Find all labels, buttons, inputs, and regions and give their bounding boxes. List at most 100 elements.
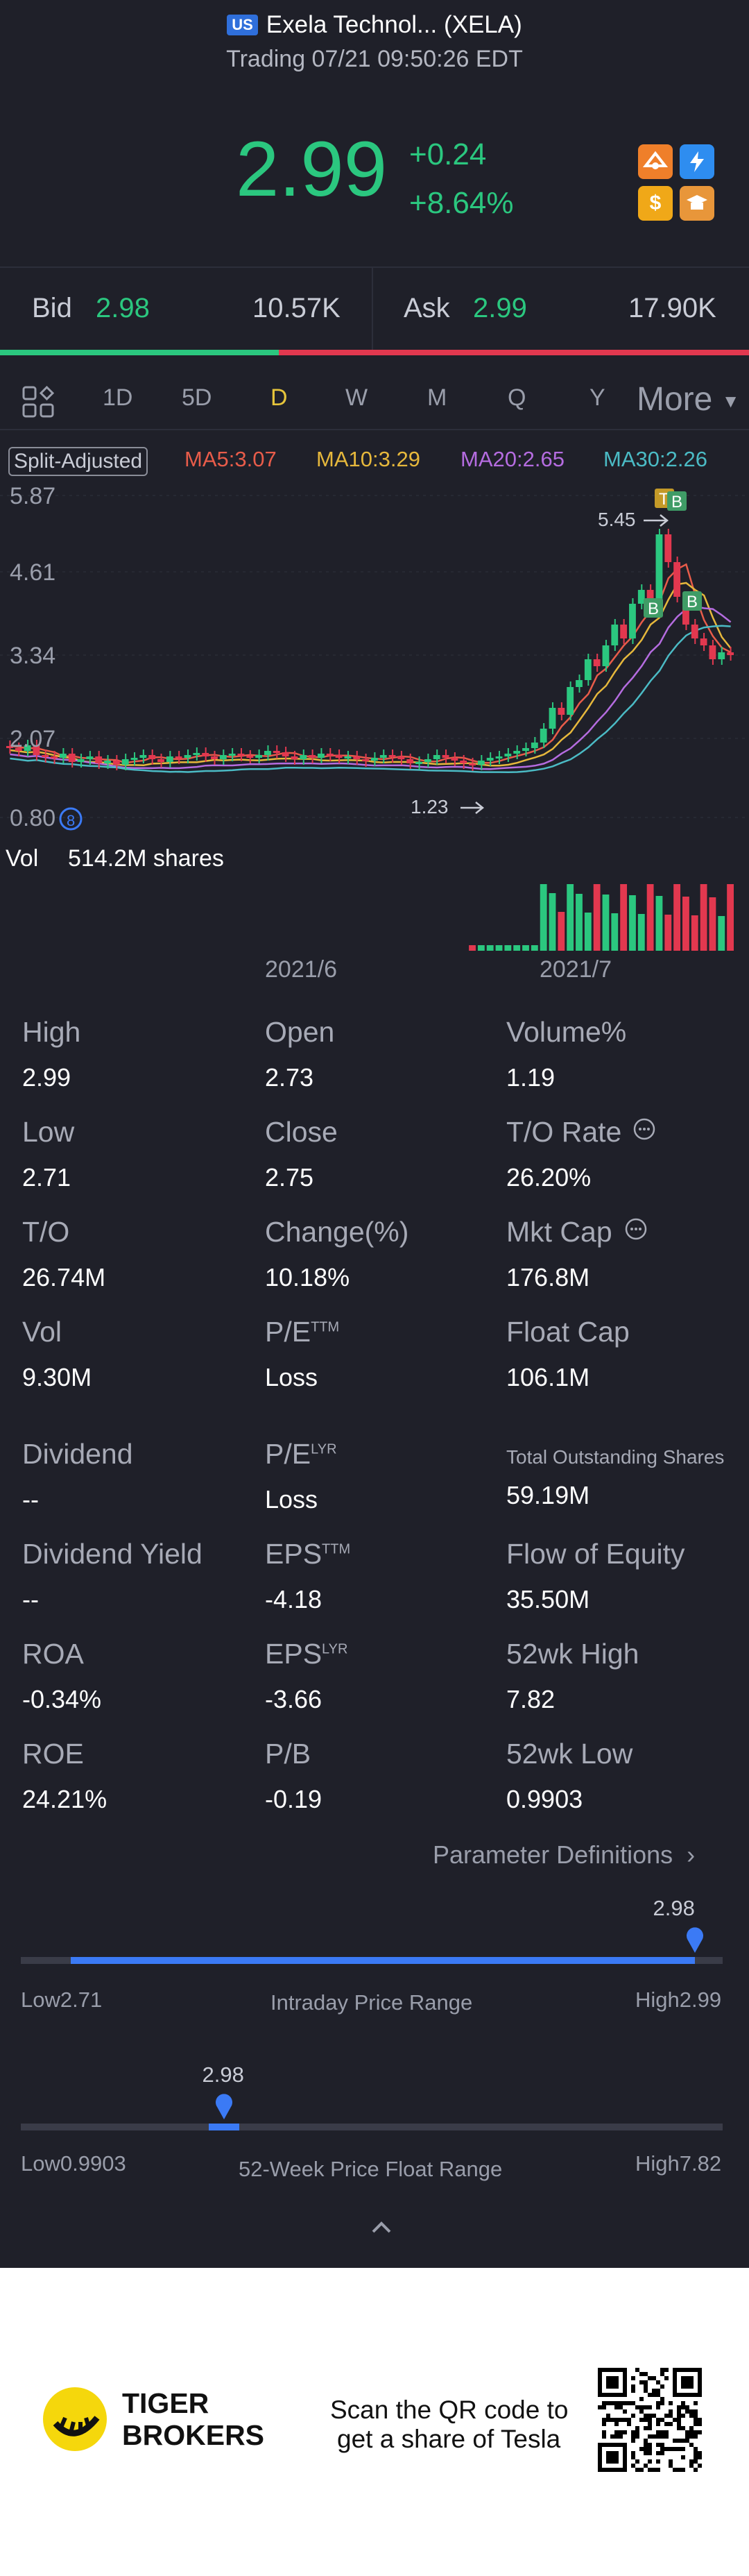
- float-cap-value: 106.1M: [506, 1363, 590, 1391]
- volume-bar: [709, 897, 716, 951]
- candle-body: [495, 756, 503, 759]
- volume-bar: [540, 884, 547, 951]
- volume-bar: [637, 914, 645, 951]
- candle-body: [664, 534, 672, 562]
- promo-icon[interactable]: [638, 144, 673, 179]
- tab-5d[interactable]: 5D: [182, 384, 212, 411]
- grid-layout-icon[interactable]: [21, 384, 55, 419]
- tab-daily[interactable]: D: [270, 384, 288, 411]
- flow-of-equity-label: Flow of Equity: [506, 1538, 685, 1570]
- info-icon[interactable]: [632, 1117, 656, 1141]
- volume-bar: [576, 894, 583, 951]
- volume-bar: [567, 884, 574, 951]
- low-marker-label: 1.23: [411, 796, 449, 817]
- candle-body: [424, 759, 431, 762]
- roe-value: 24.21%: [22, 1785, 107, 1813]
- ma-line: [10, 605, 732, 770]
- signal-b: B: [671, 493, 682, 511]
- roa-value: -0.34%: [22, 1685, 102, 1713]
- candle-body: [504, 754, 512, 756]
- brand-name-line1: TIGER: [122, 2387, 209, 2419]
- more-periods-button[interactable]: More ▼: [637, 380, 739, 418]
- candle-body: [157, 759, 164, 762]
- market-cap-value: 176.8M: [506, 1263, 590, 1291]
- volume-bar: [495, 945, 503, 951]
- intraday-range: 2.98 Low2.71 Intraday Price Range High2.…: [0, 1888, 749, 2033]
- high-value: 2.99: [22, 1063, 71, 1092]
- volume-bar: [700, 884, 707, 951]
- volume-bar: [655, 896, 663, 951]
- volume-bar: [620, 884, 628, 951]
- candle-body: [469, 763, 476, 765]
- tab-monthly[interactable]: M: [427, 384, 447, 411]
- candle-body: [77, 759, 85, 762]
- dividend-yield-value: --: [22, 1585, 39, 1613]
- qr-code-icon[interactable]: [598, 2368, 702, 2472]
- turnover-rate-value: 26.20%: [506, 1163, 592, 1192]
- x-tick-2021-6: 2021/6: [265, 956, 337, 978]
- tab-weekly[interactable]: W: [345, 384, 368, 411]
- y-tick-0.80: 0.80: [10, 805, 55, 831]
- candle-body: [673, 562, 681, 597]
- split-adjusted-toggle[interactable]: Split-Adjusted: [8, 447, 148, 476]
- high-marker-label: 5.45: [598, 509, 636, 530]
- market-cap-label: Mkt Cap: [506, 1216, 612, 1248]
- candle-body: [326, 754, 334, 756]
- parameter-definitions-link[interactable]: Parameter Definitions ›: [433, 1840, 695, 1870]
- tab-quarterly[interactable]: Q: [508, 384, 526, 411]
- education-icon[interactable]: [680, 186, 714, 221]
- info-icon[interactable]: [624, 1217, 648, 1241]
- event-marker-icon: [59, 807, 83, 831]
- 52-week-track: [21, 2124, 723, 2130]
- candle-body: [549, 708, 556, 729]
- candle-body: [68, 754, 76, 762]
- dollar-icon[interactable]: $: [638, 186, 673, 221]
- candlestick-chart[interactable]: 5.87 4.61 3.34 2.07 0.80 5.45 1.23 8 T B…: [0, 479, 749, 978]
- map-pin-icon: [214, 2093, 234, 2121]
- ttm-superscript: TTM: [322, 1541, 351, 1557]
- low-label: Low: [22, 1116, 75, 1148]
- candle-body: [246, 756, 254, 758]
- candle-body: [59, 754, 67, 758]
- 52wk-low-label: 52wk Low: [506, 1738, 633, 1770]
- open-label: Open: [265, 1016, 335, 1048]
- candle-body: [237, 754, 245, 756]
- candle-body: [184, 755, 191, 758]
- volume-bar: [593, 884, 601, 951]
- bid-price: 2.98: [96, 293, 150, 323]
- pe-ttm-label: P/ETTM: [265, 1316, 339, 1348]
- change-percent-label: Change(%): [265, 1216, 409, 1248]
- chevron-up-icon[interactable]: [368, 2218, 395, 2237]
- volume-bar: [584, 913, 592, 951]
- map-pin-icon: [685, 1926, 705, 1954]
- 52-week-low: Low0.9903: [21, 2151, 126, 2176]
- candle-body: [558, 708, 565, 715]
- flow-of-equity-value: 35.50M: [506, 1585, 590, 1613]
- stock-title: Exela Technol... (XELA): [266, 11, 522, 38]
- float-cap-label: Float Cap: [506, 1316, 630, 1348]
- ma5-label: MA5:3.07: [184, 447, 277, 471]
- y-tick-5.87: 5.87: [10, 483, 55, 509]
- total-outstanding-shares-value: 59.19M: [506, 1481, 590, 1509]
- volume-bar: [611, 913, 619, 951]
- ask-ratio-bar: [279, 350, 749, 355]
- candle-body: [112, 761, 120, 765]
- high-label: High: [635, 2151, 680, 2176]
- lyr-superscript: LYR: [322, 1641, 348, 1657]
- candle-body: [166, 756, 173, 762]
- candle-body: [540, 729, 547, 743]
- candle-body: [522, 748, 529, 751]
- candle-body: [451, 758, 458, 761]
- intraday-current-price: 2.98: [653, 1896, 695, 1920]
- eps-lyr-label: EPSLYR: [265, 1638, 347, 1670]
- price-change-percent: +8.64%: [409, 186, 514, 220]
- high-label: High: [635, 1988, 680, 2012]
- signal-t: T: [659, 490, 669, 509]
- chevron-right-icon: ›: [687, 1840, 696, 1869]
- tab-1d[interactable]: 1D: [103, 384, 133, 411]
- tab-yearly[interactable]: Y: [589, 384, 605, 411]
- volume-bar: [602, 895, 610, 951]
- lightning-icon[interactable]: [680, 144, 714, 179]
- candle-body: [718, 652, 725, 659]
- ma10-label: MA10:3.29: [316, 447, 420, 471]
